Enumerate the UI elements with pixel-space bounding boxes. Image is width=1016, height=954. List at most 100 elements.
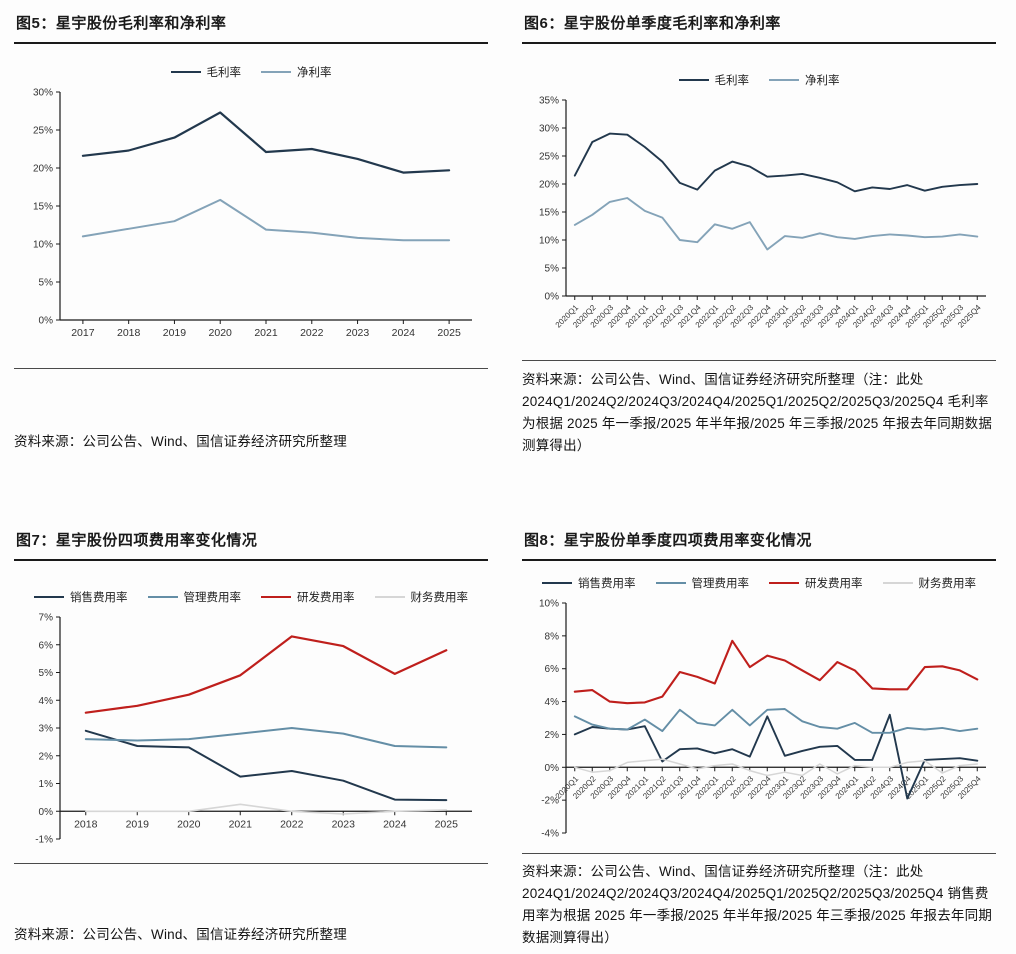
series-line-财务费用率 [85,803,448,815]
x-tick-label: 2023 [346,327,370,339]
y-tick-label: 7% [39,613,54,624]
chart-title-fig5: 图5：星宇股份毛利率和净利率 [16,15,227,32]
y-tick-label: 10% [539,236,559,247]
chart-panel-fig7: 图7：星宇股份四项费用率变化情况 销售费用率 管理费用率 研发费用率 财务费用率 -1… [0,517,508,954]
legend-label: 净利率 [805,75,840,87]
y-tick-label: 35% [539,96,559,107]
x-tick-label: 2019 [163,327,187,339]
y-tick-label: 20% [539,180,559,191]
legend-fig7: 销售费用率 管理费用率 研发费用率 财务费用率 [14,587,488,607]
legend-line-sample [147,596,178,598]
legend-label: 毛利率 [206,67,242,79]
y-tick-label: 25% [33,126,53,137]
legend-item: 净利率 [261,64,332,80]
x-tick-label: 2025 [437,327,461,339]
y-tick-label: -1% [35,835,53,846]
legend-line-sample [655,582,686,584]
legend-item: 研发费用率 [769,575,863,591]
line-chart-fig5: 0% 5% 10% 15% 20% 25% 30% 2017 2018 2019 2020 2021 2… [33,88,472,339]
legend-label: 销售费用率 [70,592,128,604]
y-tick-label: 15% [33,202,53,213]
legend-line-sample [374,596,405,598]
x-tick-label: 2019 [126,818,150,830]
legend-label: 研发费用率 [297,592,355,604]
series-line-研发费用率 [84,635,448,714]
y-tick-label: 8% [545,631,560,642]
legend-line-sample [769,79,799,81]
chart-title-fig8: 图8：星宇股份单季度四项费用率变化情况 [524,532,812,549]
series-line-管理费用率 [84,727,448,749]
y-tick-label: 5% [545,264,560,275]
legend-label: 毛利率 [714,75,750,87]
y-tick-label: 2% [39,751,54,762]
series-line-净利率 [81,198,451,242]
legend-fig5: 毛利率 净利率 [14,62,488,82]
line-chart-fig7: -1% 0% 1% 2% 3% 4% 5% 6% 7% 2018 2019 2020 2021 2022 2… [35,613,472,846]
legend-line-sample [34,596,64,598]
legend-item: 财务费用率 [374,589,468,605]
title-row: 图8：星宇股份单季度四项费用率变化情况 [522,525,996,561]
y-tick-label: 5% [39,278,54,289]
legend-fig8: 销售费用率 管理费用率 研发费用率 财务费用率 [522,573,996,593]
x-tick-label: 2023 [332,818,356,830]
series-line-销售费用率 [84,729,448,802]
y-tick-label: 0% [39,807,54,818]
source-note-fig7: 资料来源：公司公告、Wind、国信证券经济研究所整理 [14,927,347,942]
x-tick-label: 2021 [254,327,278,339]
legend-line-sample [769,582,799,584]
x-tick-label: 2020 [209,327,233,339]
title-row: 图5：星宇股份毛利率和净利率 [14,8,488,44]
line-chart-fig6: 0%5%10%15%20%25%30%35%2020Q12020Q22020Q3… [539,96,986,330]
legend-item: 财务费用率 [882,575,976,591]
x-tick-label: 2022 [280,818,304,830]
series-line-毛利率 [573,132,979,193]
source-note-fig5: 资料来源：公司公告、Wind、国信证券经济研究所整理 [14,434,347,449]
line-chart-fig8: -4%-2%0%2%4%6%8%10%2020Q12020Q22020Q3202… [539,599,986,840]
y-tick-label: 10% [539,599,559,610]
series-line-净利率 [573,197,979,251]
legend-line-sample [170,71,201,73]
title-row: 图6：星宇股份单季度毛利率和净利率 [522,8,996,44]
x-tick-label: 2024 [383,818,407,830]
y-tick-label: 25% [539,152,559,163]
x-tick-label: 2017 [71,327,95,339]
y-tick-label: 30% [539,124,559,135]
x-tick-label: 2024 [392,327,416,339]
legend-item: 净利率 [769,72,840,88]
y-tick-label: 10% [33,240,53,251]
legend-line-sample [261,71,291,73]
legend-label: 研发费用率 [805,578,863,590]
y-tick-label: 20% [33,164,53,175]
y-tick-label: 0% [39,316,54,327]
legend-label: 销售费用率 [578,578,636,590]
source-note-fig8: 资料来源：公司公告、Wind、国信证券经济研究所整理（注：此处2024Q1/20… [522,864,993,945]
legend-label: 管理费用率 [183,592,242,604]
y-tick-label: 6% [39,640,54,651]
x-tick-label: 2025 [435,818,459,830]
legend-item: 管理费用率 [655,575,749,591]
x-tick-label: 2018 [117,327,141,339]
y-tick-label: 2% [545,730,560,741]
y-tick-label: 0% [545,763,560,774]
source-note-fig6: 资料来源：公司公告、Wind、国信证券经济研究所整理（注：此处2024Q1/20… [522,372,993,453]
series-line-销售费用率 [573,713,979,800]
legend-item: 销售费用率 [34,589,128,605]
y-tick-label: 4% [545,697,560,708]
chart-panel-fig5: 图5：星宇股份毛利率和净利率 毛利率 净利率 0% 5% 10% 15% 20% 25% 30… [0,0,508,517]
panel-divider [522,360,996,361]
legend-line-sample [261,596,291,598]
legend-item: 管理费用率 [147,589,242,605]
chart-panel-fig8: 图8：星宇股份单季度四项费用率变化情况 销售费用率 管理费用率 研发费用率 财务费用率… [508,517,1016,954]
title-row: 图7：星宇股份四项费用率变化情况 [14,525,488,561]
legend-item: 毛利率 [678,72,750,88]
legend-fig6: 毛利率 净利率 [522,70,996,90]
y-tick-label: 5% [39,668,54,679]
panel-divider [14,863,488,864]
legend-line-sample [678,79,709,81]
legend-label: 净利率 [297,67,332,79]
legend-line-sample [542,582,572,584]
legend-line-sample [882,582,913,584]
chart-title-fig6: 图6：星宇股份单季度毛利率和净利率 [524,15,781,32]
panel-divider [522,853,996,854]
